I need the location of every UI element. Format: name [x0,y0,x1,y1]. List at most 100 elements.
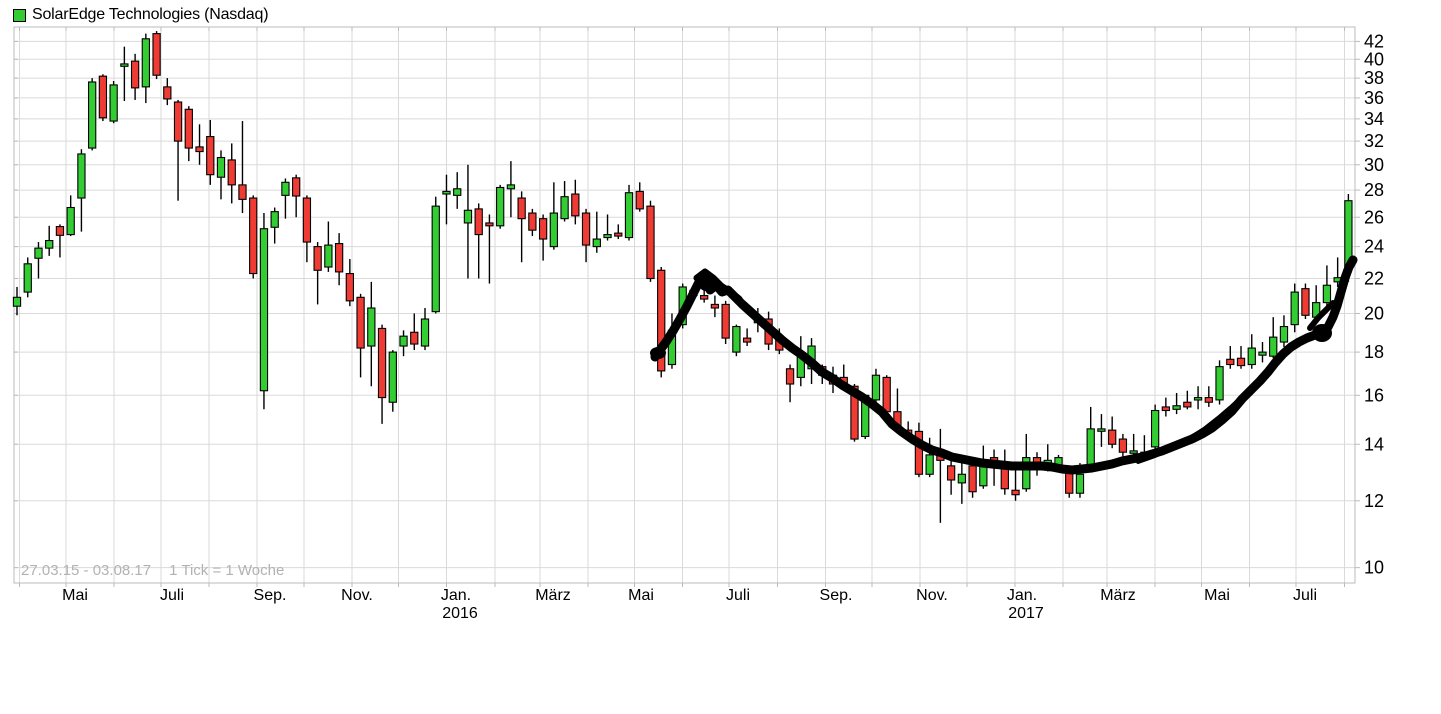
candle-body [173,101,183,142]
candle-body [66,206,75,236]
candle-up [1290,283,1299,333]
candle-down [528,208,537,237]
pen-stroke [1136,374,1266,464]
candle-up [1129,433,1138,455]
candle-down [334,233,344,286]
candle-body [882,376,891,413]
candle-down [785,364,795,403]
candle-down [517,191,526,263]
candle-down [538,214,548,261]
candle-up [23,257,32,298]
candle-down [936,428,945,523]
candle-up [420,308,430,351]
candle-body [1301,288,1310,316]
x-axis-month-label: Jan. [1007,587,1037,604]
pen-stroke [1307,300,1336,331]
candle-down [1011,465,1020,501]
candle-body [657,269,666,372]
candle-body [957,473,967,484]
candle-body [785,368,795,385]
candle-down [1301,283,1310,320]
candle-body [1290,291,1299,326]
candle-body [292,177,301,197]
candle-down [721,300,730,345]
candle-down [184,106,193,162]
candle-body [1183,401,1192,408]
candle-body [152,33,161,76]
x-axis-month-label: Juli [1293,587,1317,604]
candle-body [968,465,977,493]
candle-down [377,324,387,424]
candle-up [141,33,150,104]
x-axis-month-label: Jan. [441,587,471,604]
candle-body [581,212,591,246]
x-axis-month-label: Nov. [916,587,948,604]
y-axis-tick-label: 14 [1364,434,1384,454]
candle-up [506,161,516,218]
candle-body [1000,468,1009,490]
candle-body [1258,351,1267,356]
candle-body [549,212,558,248]
candle-down [173,99,183,201]
y-axis-tick-label: 20 [1364,303,1384,323]
candle-down [571,179,580,225]
candle-body [560,196,569,220]
candle-up [281,178,290,219]
candle-up [957,460,967,504]
candle-down [356,293,365,378]
candle-down [635,182,644,212]
candle-up [1215,360,1224,405]
candle-down [163,78,172,106]
candle-down [657,267,666,378]
candle-body [528,212,537,231]
candle-body [377,327,387,399]
candle-up [1279,315,1289,348]
candle-body [431,205,440,313]
candle-body [506,184,516,190]
candle-down [98,74,108,122]
candle-body [1279,325,1289,343]
candle-up [732,324,741,357]
candle-body [1236,357,1246,367]
candle-body [646,205,655,280]
candle-body [453,188,462,196]
candle-body [98,75,108,119]
candle-body [163,86,172,100]
candle-body [367,307,376,347]
candle-body [259,228,269,392]
x-axis-year-label: 2017 [1008,605,1044,622]
candle-body [1322,284,1332,304]
candle-up [109,81,118,124]
y-axis-tick-label: 38 [1364,68,1384,88]
candle-down [410,313,419,351]
candle-body [1150,409,1160,448]
candle-body [1215,366,1224,401]
candle-body [571,193,580,217]
chart-title: SolarEdge Technologies (Nasdaq) [32,6,269,23]
candle-body [1269,336,1278,357]
candle-down [581,208,591,263]
candle-body [88,81,97,149]
candle-body [700,295,709,300]
candle-body [485,222,494,227]
candle-down [345,259,354,307]
x-axis-month-label: Mai [1204,587,1230,604]
candle-up [560,181,569,222]
chart-legend: SolarEdge Technologies (Nasdaq) [13,6,269,24]
candle-down [55,224,65,258]
y-axis-tick-label: 16 [1364,385,1384,405]
candle-body [345,272,354,302]
candle-body [356,296,365,349]
x-axis-month-label: Mai [62,587,88,604]
candle-body [120,63,129,67]
candle-up [453,172,462,209]
candle-body [45,239,54,249]
x-axis-month-label: Sep. [820,587,853,604]
candle-up [1247,334,1256,369]
candle-body [850,385,859,440]
candle-down [1108,416,1117,449]
candle-body [624,192,634,239]
candle-up [1172,393,1181,415]
